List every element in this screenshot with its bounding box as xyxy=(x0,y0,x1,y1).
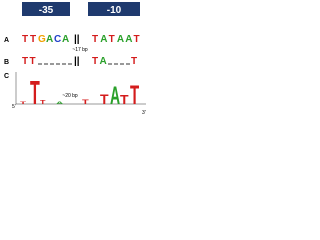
logo-letter: T xyxy=(120,92,129,106)
logo-letter: T xyxy=(100,91,109,107)
base: T xyxy=(92,56,98,67)
base: T xyxy=(22,56,28,67)
logo-letter: T xyxy=(30,76,40,112)
base: T xyxy=(30,34,36,45)
base: T xyxy=(131,56,137,67)
box-label: -10 xyxy=(107,5,122,16)
box-10 xyxy=(88,2,140,16)
end-label: 5' xyxy=(12,104,16,110)
base: T xyxy=(109,34,115,45)
box-35 xyxy=(22,2,70,16)
base: C xyxy=(54,34,61,45)
end-label: 3' xyxy=(142,110,146,116)
logo-letter: T xyxy=(130,79,140,110)
base: T xyxy=(22,34,28,45)
logo-letter: T xyxy=(40,99,46,105)
logo-letter: A xyxy=(56,100,64,105)
break-mark: || xyxy=(74,34,80,45)
box-label: -35 xyxy=(39,5,54,16)
base: A xyxy=(46,34,53,45)
spacer-label: ~17 bp xyxy=(72,47,88,53)
row-label: B xyxy=(4,59,9,66)
logo-letter: A xyxy=(110,83,120,110)
base: A xyxy=(100,56,107,67)
spacer-label: ~20 bp xyxy=(62,93,78,99)
row-label: C xyxy=(4,73,9,80)
base: A xyxy=(100,34,107,45)
base: A xyxy=(125,34,132,45)
base: A xyxy=(62,34,69,45)
base: T xyxy=(92,34,98,45)
logo-letter: T xyxy=(20,101,27,105)
base: T xyxy=(134,34,140,45)
logo-letter: T xyxy=(82,99,89,106)
base: G xyxy=(38,34,46,45)
base: A xyxy=(117,34,124,45)
break-mark: || xyxy=(74,56,80,67)
row-label: A xyxy=(4,37,9,44)
base: T xyxy=(30,56,36,67)
